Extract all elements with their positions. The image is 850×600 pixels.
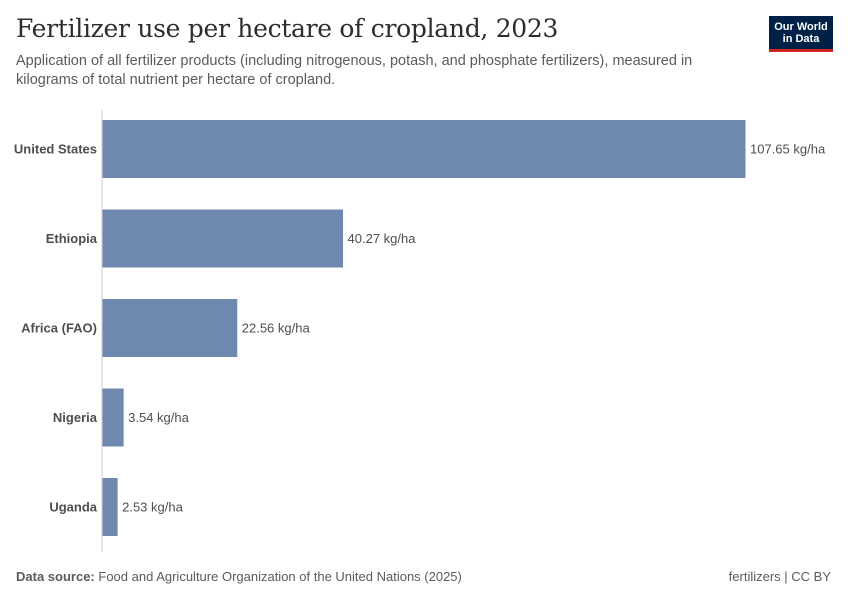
value-label: 2.53 kg/ha [122,500,183,515]
logo-line-1: Our World [774,21,828,33]
category-label: United States [14,142,97,157]
category-label: Nigeria [53,410,98,425]
value-label: 40.27 kg/ha [348,231,417,246]
value-label: 3.54 kg/ha [128,410,189,425]
license-note[interactable]: fertilizers | CC BY [728,569,831,584]
data-source: Data source: Food and Agriculture Organi… [16,569,462,584]
category-label: Ethiopia [46,231,98,246]
category-label: Uganda [49,500,97,515]
value-label: 107.65 kg/ha [750,142,826,157]
bar-uganda[interactable] [102,478,118,536]
logo-line-2: in Data [782,33,820,45]
chart-subtitle: Application of all fertilizer products (… [16,53,693,88]
bar-nigeria[interactable] [102,388,124,447]
chart-title: Fertilizer use per hectare of cropland, … [16,14,559,43]
bar-united-states[interactable] [102,120,746,178]
data-source-link[interactable]: Food and Agriculture Organization of the… [98,569,462,584]
bar-africa-fao[interactable] [102,299,238,357]
owid-logo[interactable]: Our World in Data [769,16,833,52]
data-source-label: Data source: [16,569,95,584]
value-label: 22.56 kg/ha [242,321,311,336]
category-label: Africa (FAO) [21,321,97,336]
bar-ethiopia[interactable] [102,209,344,268]
